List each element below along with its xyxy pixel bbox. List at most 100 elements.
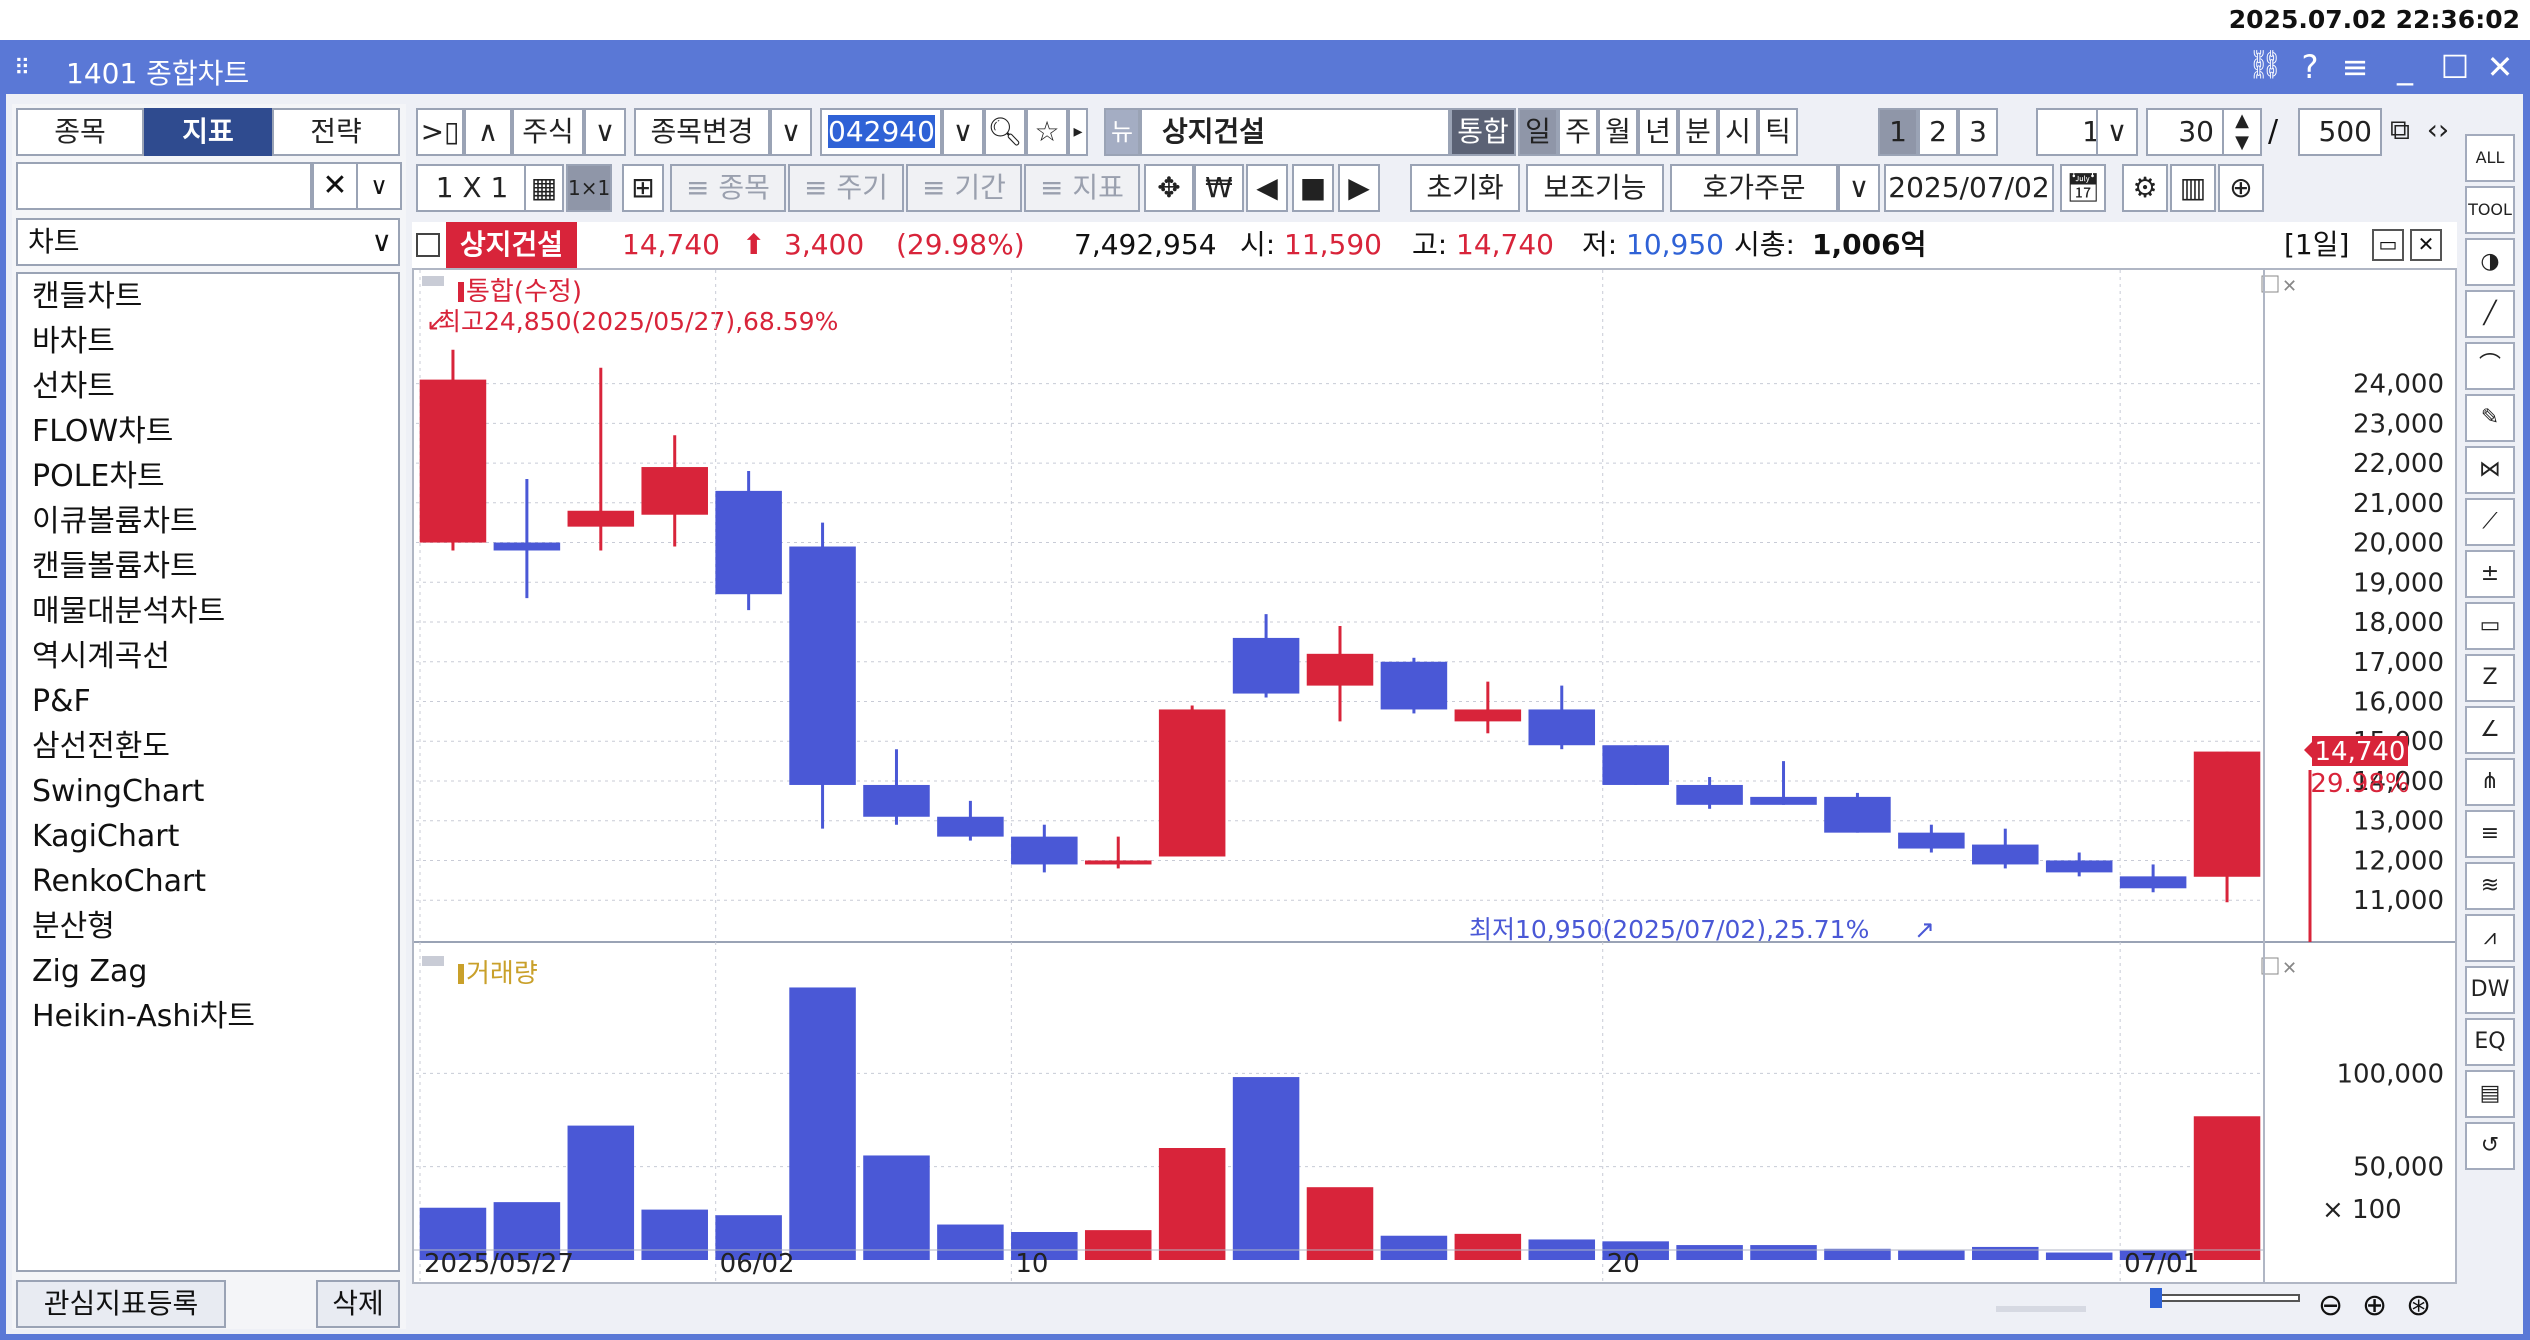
window-menu-icon[interactable]: ⠿ — [14, 56, 31, 81]
period-icon[interactable]: ▤ — [2465, 1070, 2515, 1118]
sync-option-button[interactable]: ≡ 기간 — [906, 164, 1022, 212]
market-select[interactable]: 주식 — [512, 108, 584, 156]
help-icon[interactable]: ? — [2301, 48, 2319, 86]
candle-body[interactable] — [2119, 876, 2187, 889]
volume-bar[interactable] — [1158, 1148, 1226, 1260]
count-stepper[interactable]: ▲ ▼ — [2222, 108, 2262, 156]
volume-bar[interactable] — [419, 1207, 487, 1260]
candle-body[interactable] — [419, 379, 487, 543]
candle-body[interactable] — [2045, 860, 2113, 873]
zoom-slider-thumb[interactable] — [2150, 1288, 2162, 1308]
chart-count-button[interactable]: 1 — [1878, 108, 1918, 156]
candle-body[interactable] — [1750, 796, 1817, 805]
candle-body[interactable] — [641, 467, 708, 515]
parallel-icon[interactable]: ≋ — [2465, 862, 2515, 910]
settings-menu-icon[interactable]: ≡ — [2341, 48, 2369, 86]
wave-icon[interactable]: ⩘ — [2465, 914, 2515, 962]
arc-icon[interactable]: ⌒ — [2465, 342, 2515, 390]
candle-body[interactable] — [715, 490, 782, 595]
fibonacci-icon[interactable]: ≡ — [2465, 810, 2515, 858]
reset-button[interactable]: 초기화 — [1410, 164, 1520, 212]
plusminus-icon[interactable]: ± — [2465, 550, 2515, 598]
volume-bar[interactable] — [1011, 1232, 1078, 1260]
prev-icon[interactable]: ◀ — [1246, 164, 1288, 212]
volume-bar[interactable] — [1898, 1250, 1965, 1260]
register-indicator-button[interactable]: 관심지표등록 — [16, 1280, 226, 1328]
quote-order-button[interactable]: 호가주문 — [1670, 164, 1838, 212]
volume-bar[interactable] — [1454, 1233, 1522, 1260]
volume-pane-handle-icon[interactable] — [422, 956, 444, 966]
z-line-icon[interactable]: Z — [2465, 654, 2515, 702]
fan-icon[interactable]: ⋔ — [2465, 758, 2515, 806]
add-window-icon[interactable]: ⊕ — [2218, 164, 2264, 212]
trendline-icon[interactable]: ╱ — [2465, 290, 2515, 338]
move-icon[interactable]: ✥ — [1144, 164, 1194, 212]
link-icon[interactable]: ⛓ — [2247, 48, 2283, 81]
toggle-panel-button[interactable]: >▯ — [416, 108, 464, 156]
calendar-icon[interactable]: 📅︎ — [2060, 164, 2106, 212]
close-icon[interactable]: ✕ — [2486, 48, 2514, 86]
chart-type-item[interactable]: FLOW차트 — [32, 414, 174, 449]
sync-option-button[interactable]: ≡ 종목 — [670, 164, 786, 212]
candle-body[interactable] — [1084, 860, 1152, 865]
volume-bar[interactable] — [789, 987, 856, 1260]
period-button[interactable]: 주 — [1558, 108, 1598, 156]
chart-type-item[interactable]: RenkoChart — [32, 864, 207, 899]
volume-bar[interactable] — [715, 1215, 782, 1260]
period-button[interactable]: 년 — [1638, 108, 1678, 156]
candle-body[interactable] — [2193, 751, 2261, 877]
chart-type-item[interactable]: 역시계곡선 — [32, 639, 170, 674]
period-button[interactable]: 월 — [1598, 108, 1638, 156]
candle-body[interactable] — [1380, 661, 1448, 710]
search-icon[interactable]: 🔍︎ — [984, 108, 1026, 156]
candle-body[interactable] — [1306, 653, 1374, 686]
candle-body[interactable] — [1158, 709, 1226, 857]
volume-bar[interactable] — [1972, 1246, 2039, 1260]
volume-bar[interactable] — [2045, 1252, 2113, 1260]
volume-bar[interactable] — [2193, 1116, 2261, 1260]
maximize-icon[interactable]: ☐ — [2440, 48, 2470, 86]
chart-type-item[interactable]: Heikin-Ashi차트 — [32, 999, 255, 1034]
zoom-in-icon[interactable]: ⊕ — [2362, 1288, 2388, 1323]
volume-pane-restore-icon[interactable] — [2261, 957, 2279, 975]
candle-body[interactable] — [863, 784, 930, 817]
zoom-slider[interactable] — [2150, 1294, 2300, 1302]
volume-pane-close-icon[interactable]: ✕ — [2282, 958, 2297, 979]
delete-button[interactable]: 삭제 — [316, 1280, 400, 1328]
chart-count-button[interactable]: 3 — [1958, 108, 1998, 156]
angle-icon[interactable]: ∠ — [2465, 706, 2515, 754]
zoom-out-icon[interactable]: ⊖ — [2318, 1288, 2344, 1323]
period-button[interactable]: 분 — [1678, 108, 1718, 156]
aux-function-button[interactable]: 보조기능 — [1526, 164, 1664, 212]
period-button[interactable]: 시 — [1718, 108, 1758, 156]
zigzag-icon[interactable]: ⋈ — [2465, 446, 2515, 494]
chart-type-item[interactable]: 바차트 — [32, 324, 115, 359]
volume-bar[interactable] — [1306, 1187, 1374, 1260]
chart-canvas[interactable]: 통합(수정) 최고24,850(2025/05/27),68.59% ↙ 최저1… — [414, 270, 2455, 1282]
volume-bar[interactable] — [863, 1155, 930, 1260]
stock-code-input[interactable]: 042940 — [820, 108, 942, 156]
chart-type-item[interactable]: 캔들차트 — [32, 279, 143, 314]
zoom-fit-icon[interactable]: ⊛ — [2406, 1288, 2432, 1323]
stock-change-button[interactable]: 종목변경 — [634, 108, 770, 156]
date-input[interactable]: 2025/07/02 — [1884, 164, 2054, 212]
volume-bar[interactable] — [1750, 1245, 1817, 1260]
volume-bar[interactable] — [1232, 1077, 1300, 1260]
stock-name-field[interactable]: 상지건설 — [1140, 108, 1450, 156]
channel-icon[interactable]: ⟋ — [2465, 498, 2515, 546]
tab-stock[interactable]: 종목 — [16, 108, 144, 156]
period-button[interactable]: 일 — [1518, 108, 1558, 156]
volume-bar[interactable] — [1602, 1241, 1669, 1260]
code-dropdown-icon[interactable]: ∨ — [942, 108, 984, 156]
candle-body[interactable] — [1972, 844, 2039, 865]
search-dropdown-button[interactable]: ∨ — [356, 162, 402, 210]
table-layout-icon[interactable]: ⊞ — [622, 164, 664, 212]
chart-type-item[interactable]: 캔들볼륨차트 — [32, 549, 198, 584]
candle-body[interactable] — [493, 542, 561, 551]
single-layout-icon[interactable]: 1×1 — [566, 164, 612, 212]
select-checkbox[interactable] — [416, 233, 440, 257]
sync-option-button[interactable]: ≡ 주기 — [788, 164, 904, 212]
tab-strategy[interactable]: 전략 — [272, 108, 400, 156]
show-all-icon[interactable]: ALL — [2465, 134, 2515, 182]
candle-body[interactable] — [1011, 836, 1078, 865]
